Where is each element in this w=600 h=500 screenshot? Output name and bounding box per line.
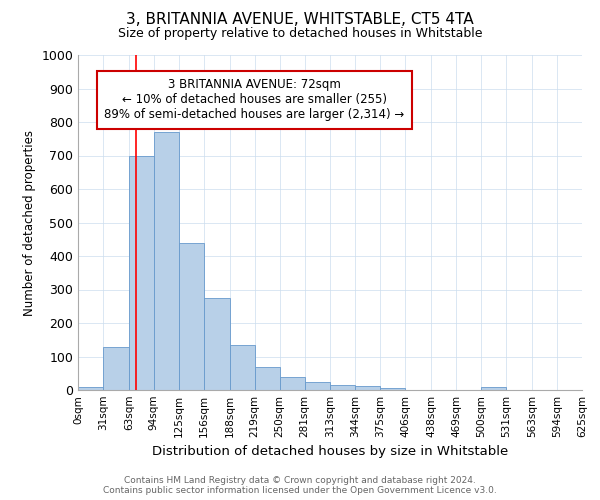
Bar [481, 386, 506, 390]
Bar [103, 347, 129, 390]
Bar [154, 132, 179, 390]
Bar [254, 366, 280, 390]
Bar [305, 382, 331, 390]
Y-axis label: Number of detached properties: Number of detached properties [23, 130, 36, 316]
Bar [355, 386, 380, 390]
Bar [204, 298, 230, 390]
Bar [78, 388, 103, 390]
X-axis label: Distribution of detached houses by size in Whitstable: Distribution of detached houses by size … [152, 446, 508, 458]
Text: 3 BRITANNIA AVENUE: 72sqm
← 10% of detached houses are smaller (255)
89% of semi: 3 BRITANNIA AVENUE: 72sqm ← 10% of detac… [104, 78, 404, 122]
Text: Size of property relative to detached houses in Whitstable: Size of property relative to detached ho… [118, 28, 482, 40]
Bar [230, 346, 254, 390]
Bar [280, 376, 305, 390]
Bar [331, 385, 355, 390]
Text: Contains HM Land Registry data © Crown copyright and database right 2024.
Contai: Contains HM Land Registry data © Crown c… [103, 476, 497, 495]
Bar [380, 388, 406, 390]
Bar [129, 156, 154, 390]
Bar [179, 242, 204, 390]
Text: 3, BRITANNIA AVENUE, WHITSTABLE, CT5 4TA: 3, BRITANNIA AVENUE, WHITSTABLE, CT5 4TA [126, 12, 474, 28]
